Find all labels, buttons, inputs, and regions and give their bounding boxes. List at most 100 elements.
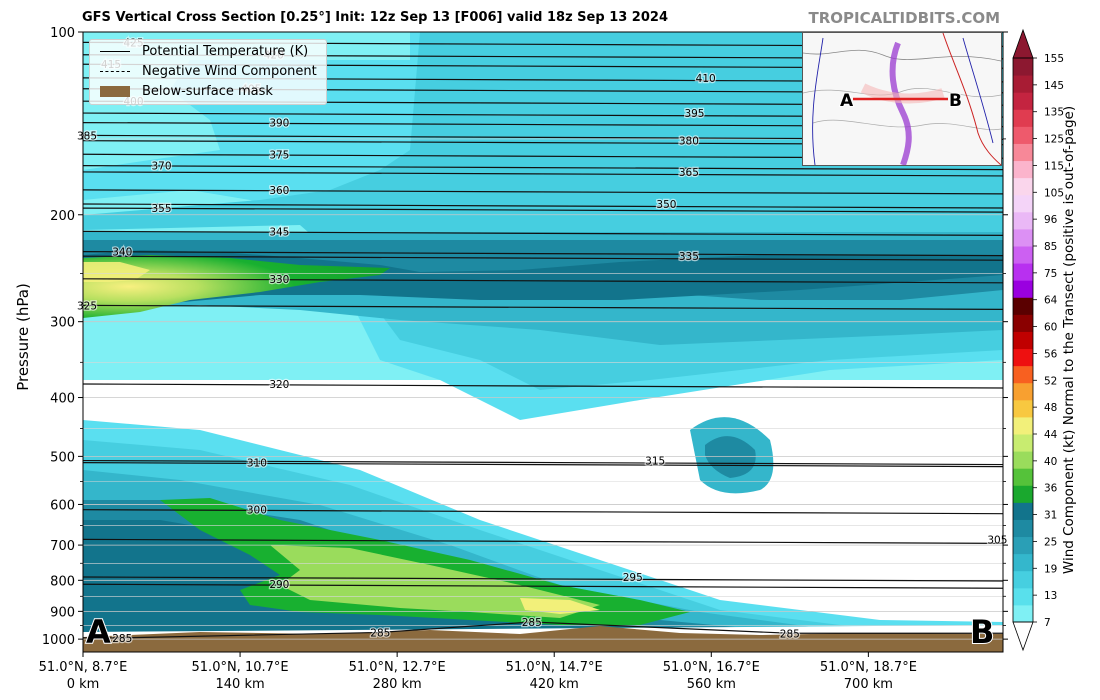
theta-contour xyxy=(82,583,1004,589)
colorbar-min-extension xyxy=(1012,621,1034,652)
theta-label: 325 xyxy=(77,300,97,312)
colorbar-tick-label: 40 xyxy=(1044,456,1057,468)
colorbar-swatch xyxy=(1013,75,1033,93)
theta-label: 285 xyxy=(112,633,132,645)
theta-label: 330 xyxy=(269,274,289,286)
y-tick-label: 900 xyxy=(50,605,75,620)
colorbar-tick-label: 115 xyxy=(1044,160,1064,172)
colorbar-tick-label: 52 xyxy=(1044,375,1057,387)
axes: 100 200 300 400 500 600 700 800 900 1000 51.0°N, 8… xyxy=(14,26,1008,692)
colorbar-swatch xyxy=(1013,382,1033,401)
theta-label: 310 xyxy=(247,458,267,470)
colorbar-swatch xyxy=(1013,399,1033,418)
mask-swatch xyxy=(100,85,130,97)
colorbar-tick-label: 44 xyxy=(1044,429,1058,441)
theta-contour xyxy=(82,203,1004,209)
x-tick-coord-label: 51.0°N, 14.7°E xyxy=(506,660,603,675)
theta-label: 295 xyxy=(623,572,643,584)
colorbar-title: Wind Component (kt) Normal to the Transe… xyxy=(1061,105,1077,575)
colorbar-max-extension xyxy=(1012,28,1034,59)
colorbar-tick-label: 19 xyxy=(1044,563,1057,575)
colorbar-tick-label: 96 xyxy=(1044,214,1058,226)
colorbar: 7 13 19 25 31 36 40 44 48 52 56 60 64 75 85 96 105 115 125… xyxy=(1012,28,1064,652)
colorbar-swatch xyxy=(1013,246,1033,264)
x-tick-distance-label: 0 km xyxy=(67,677,100,692)
colorbar-swatch xyxy=(1013,519,1033,538)
colorbar-swatch xyxy=(1013,451,1033,469)
colorbar-swatch xyxy=(1013,314,1033,332)
theta-contour xyxy=(82,165,1004,171)
theta-contour xyxy=(82,509,1004,515)
colorbar-swatch xyxy=(1013,502,1033,520)
theta-contour xyxy=(82,207,1004,213)
x-tick-distance-label: 420 km xyxy=(530,677,579,692)
plot-frame xyxy=(82,31,1004,653)
x-tick-coord-label: 51.0°N, 16.7°E xyxy=(663,660,760,675)
colorbar-swatch xyxy=(1013,331,1033,350)
x-tick-distance-label: 280 km xyxy=(373,677,422,692)
y-tick-label: 100 xyxy=(50,26,75,41)
theta-contour xyxy=(83,621,1003,639)
theta-label: 360 xyxy=(269,185,289,197)
grid-lines xyxy=(83,31,1003,640)
x-tick-distance-label: 560 km xyxy=(687,677,736,692)
inset-map-drawing: A B xyxy=(803,33,1001,165)
theta-label: 390 xyxy=(269,118,289,130)
colorbar-tick-label: 125 xyxy=(1044,134,1064,146)
colorbar-swatch xyxy=(1013,604,1033,623)
colorbar-swatch xyxy=(1013,263,1033,281)
colorbar-tick-label: 64 xyxy=(1044,295,1058,307)
colorbar-swatch xyxy=(1013,211,1033,230)
colorbar-swatch xyxy=(1013,365,1033,384)
colorbar-tick-label: 85 xyxy=(1044,241,1057,253)
theta-label: 375 xyxy=(269,149,289,161)
colorbar-frame xyxy=(1012,57,1034,623)
colorbar-swatch xyxy=(1013,587,1033,606)
colorbar-tick-label: 7 xyxy=(1044,617,1051,629)
colorbar-swatch xyxy=(1013,553,1033,572)
theta-label: 365 xyxy=(679,167,699,179)
y-tick-label: 500 xyxy=(50,450,75,465)
y-tick-label: 400 xyxy=(50,392,75,407)
theta-label: 285 xyxy=(522,617,542,629)
colorbar-swatch xyxy=(1013,536,1033,555)
endpoint-b-label: B xyxy=(970,613,994,651)
x-tick-coord-label: 51.0°N, 18.7°E xyxy=(820,660,917,675)
theta-contour xyxy=(82,255,1004,261)
theta-contour xyxy=(82,189,1004,195)
theta-contour xyxy=(82,576,1004,582)
colorbar-tick-label: 13 xyxy=(1044,590,1057,602)
theta-label: 345 xyxy=(269,226,289,238)
theta-label: 335 xyxy=(679,251,699,263)
colorbar-swatch xyxy=(1013,434,1033,452)
legend-label: Below-surface mask xyxy=(142,83,273,99)
colorbar-tick-label: 75 xyxy=(1044,268,1057,280)
endpoint-a-label: A xyxy=(86,613,111,651)
x-tick-coord-label: 51.0°N, 10.7°E xyxy=(192,660,289,675)
colorbar-swatch xyxy=(1013,143,1033,162)
theta-label: 320 xyxy=(269,379,289,391)
colorbar-tick-label: 60 xyxy=(1044,322,1057,334)
colorbar-tick-label: 31 xyxy=(1044,510,1057,522)
dashed-line-swatch xyxy=(100,70,130,72)
colorbar-tick-label: 135 xyxy=(1044,107,1064,119)
colorbar-tick-label: 155 xyxy=(1044,53,1064,65)
theta-contour xyxy=(82,383,1004,389)
colorbar-tick-label: 56 xyxy=(1044,348,1058,360)
inset-point-a: A xyxy=(840,91,854,111)
y-tick-label: 600 xyxy=(50,498,75,513)
theta-label: 290 xyxy=(269,579,289,591)
theta-label: 315 xyxy=(645,456,665,468)
theta-label: 350 xyxy=(656,199,676,211)
theta-label: 410 xyxy=(696,73,716,85)
y-tick-label: 1000 xyxy=(42,633,75,648)
y-tick-label: 800 xyxy=(50,574,75,589)
x-tick-distance-label: 140 km xyxy=(216,677,265,692)
colorbar-swatch xyxy=(1013,416,1033,435)
theta-label: 285 xyxy=(370,627,390,639)
x-tick-distance-label: 700 km xyxy=(844,677,893,692)
colorbar-tick-label: 25 xyxy=(1044,536,1057,548)
theta-label: 305 xyxy=(987,534,1007,546)
legend-label: Potential Temperature (K) xyxy=(142,43,309,59)
theta-contours xyxy=(82,41,1004,639)
